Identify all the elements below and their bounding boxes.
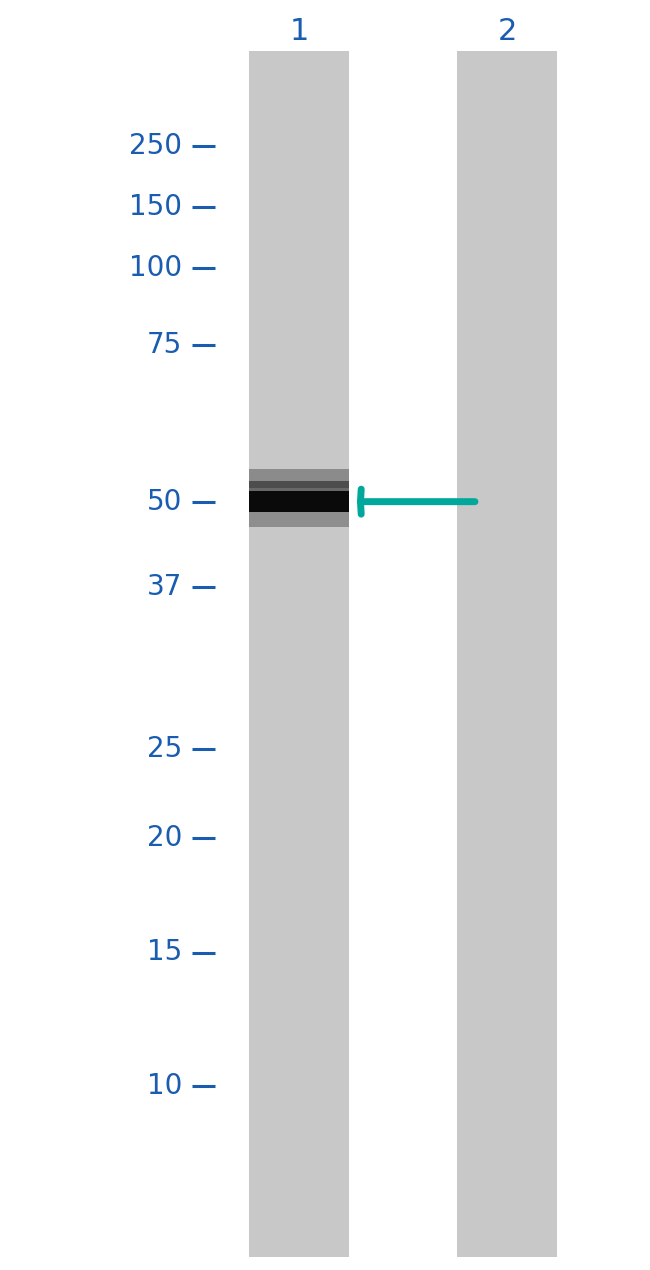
Text: 1: 1 <box>289 18 309 46</box>
Text: 37: 37 <box>147 573 182 601</box>
Bar <box>248 491 350 512</box>
Text: 150: 150 <box>129 193 182 221</box>
Bar <box>248 481 350 494</box>
Bar <box>248 512 350 527</box>
Text: 250: 250 <box>129 132 182 160</box>
Bar <box>456 51 558 1257</box>
Text: 100: 100 <box>129 254 182 282</box>
Text: 75: 75 <box>147 331 182 359</box>
Text: 50: 50 <box>147 488 182 516</box>
Text: 2: 2 <box>497 18 517 46</box>
Text: 15: 15 <box>147 939 182 966</box>
Text: 25: 25 <box>147 735 182 763</box>
Bar <box>248 469 350 488</box>
Text: 20: 20 <box>147 824 182 852</box>
Text: 10: 10 <box>147 1072 182 1100</box>
Bar <box>248 51 350 1257</box>
